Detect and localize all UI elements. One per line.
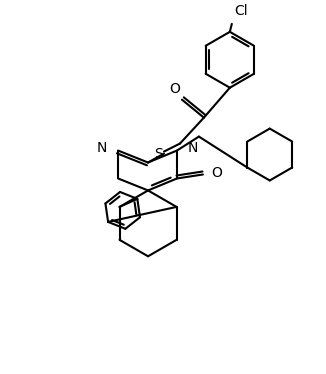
Text: N: N (188, 141, 198, 154)
Text: Cl: Cl (234, 4, 247, 18)
Text: O: O (170, 82, 180, 96)
Text: N: N (97, 141, 107, 154)
Text: S: S (154, 147, 162, 160)
Text: O: O (211, 166, 222, 181)
